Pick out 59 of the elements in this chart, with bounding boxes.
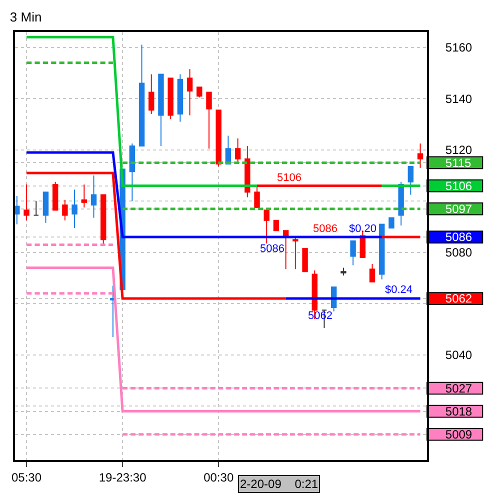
candlestick bbox=[282, 230, 289, 270]
candlestick bbox=[110, 285, 116, 338]
candlestick bbox=[340, 267, 346, 276]
candlestick bbox=[273, 220, 280, 232]
candlestick bbox=[138, 44, 145, 147]
text: 2-20-09 0:21 bbox=[240, 477, 318, 491]
candlestick bbox=[417, 142, 424, 168]
candlestick bbox=[408, 166, 414, 196]
candlestick bbox=[369, 263, 376, 282]
candlestick bbox=[158, 74, 164, 147]
x-tick-label: 19-23:30 bbox=[98, 470, 147, 484]
candlestick bbox=[90, 175, 97, 218]
candlestick bbox=[15, 196, 20, 225]
y-tick-label: 5027 bbox=[445, 381, 472, 396]
candlestick bbox=[62, 199, 68, 221]
y-tick-label: 5009 bbox=[445, 428, 472, 442]
candlestick bbox=[350, 240, 356, 266]
y-tick-label: 5086 bbox=[445, 230, 472, 244]
candlestick bbox=[24, 184, 30, 221]
y-tick-label: 5062 bbox=[445, 292, 472, 306]
y-tick-label: 5160 bbox=[445, 40, 472, 55]
x-tick-label: 00:30 bbox=[204, 470, 234, 484]
annotation: 5106 bbox=[277, 172, 302, 184]
candlestick bbox=[129, 142, 136, 202]
candlestick bbox=[168, 78, 174, 120]
annotation: $0.20 bbox=[349, 223, 377, 235]
candlestick bbox=[148, 74, 154, 115]
candlestick bbox=[302, 248, 308, 272]
y-tick-label: 5115 bbox=[445, 156, 472, 170]
x-tick-label: 05:30 bbox=[12, 470, 42, 484]
y-tick-label: 5140 bbox=[445, 92, 472, 106]
candlestick bbox=[33, 200, 39, 216]
chart-title: 3 Min bbox=[10, 10, 42, 24]
candlestick bbox=[398, 181, 404, 226]
candlestick bbox=[206, 92, 212, 150]
y-tick-label: 5080 bbox=[445, 246, 472, 260]
candlestick bbox=[196, 86, 202, 98]
candlestick bbox=[81, 184, 87, 208]
y-tick-label: 5106 bbox=[445, 178, 472, 193]
candlestick bbox=[42, 192, 49, 224]
candlestick bbox=[216, 110, 222, 168]
candlestick bbox=[100, 194, 106, 246]
y-tick-label: 5120 bbox=[445, 143, 472, 158]
candlestick bbox=[72, 189, 78, 229]
y-tick-label: 5018 bbox=[445, 404, 472, 419]
y-tick-label: 5097 bbox=[445, 202, 472, 216]
annotation: 5086 bbox=[313, 223, 338, 235]
annotation: 5086 bbox=[260, 243, 284, 255]
candlestick bbox=[244, 146, 250, 198]
candlestick bbox=[379, 224, 385, 280]
candlestick bbox=[186, 68, 193, 116]
candlestick bbox=[177, 74, 184, 122]
candlestick bbox=[234, 138, 241, 164]
candlestick bbox=[52, 181, 58, 211]
y-tick-label: 5040 bbox=[445, 348, 472, 362]
annotation: $0.24 bbox=[385, 284, 413, 296]
candlestick bbox=[264, 210, 270, 244]
candlestick bbox=[292, 236, 298, 270]
candlestick bbox=[388, 217, 394, 229]
